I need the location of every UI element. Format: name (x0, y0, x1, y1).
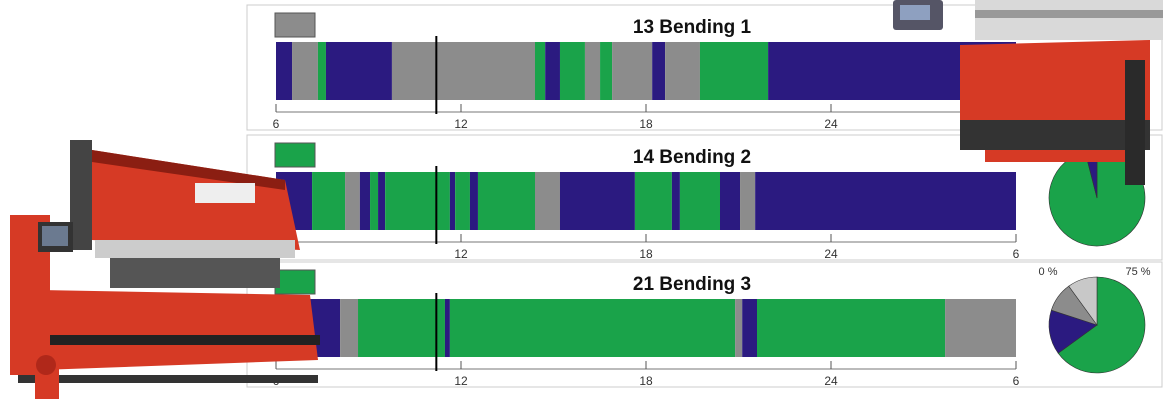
timeline-segment (945, 299, 1016, 357)
timeline-segment (742, 299, 757, 357)
timeline-segment (735, 299, 743, 357)
timeline-segment (345, 172, 360, 230)
tick-label: 12 (454, 117, 468, 131)
timeline-segment (740, 172, 756, 230)
timeline-segment (455, 172, 470, 230)
timeline-segment (679, 172, 720, 230)
timeline-segment (584, 42, 601, 100)
timeline-segment (720, 172, 741, 230)
timeline-segment (378, 172, 386, 230)
timeline-segment (665, 42, 700, 100)
timeline-segment (612, 42, 653, 100)
pie-label: 75 % (1125, 266, 1150, 278)
timeline-segment (391, 42, 535, 100)
tick-label: 18 (639, 247, 653, 261)
timeline-segment (545, 42, 560, 100)
timeline-segment (276, 42, 293, 100)
timeline-segment (477, 172, 535, 230)
pie-label: 0 % (1039, 266, 1058, 278)
tick-label: 6 (1013, 247, 1020, 261)
tick-label: 6 (1013, 374, 1020, 388)
tick-label: 24 (824, 247, 838, 261)
timeline-segment (444, 299, 450, 357)
tick-label: 12 (454, 374, 468, 388)
tick-label: 18 (639, 117, 653, 131)
timeline-segment (449, 299, 736, 357)
tick-label: 24 (824, 117, 838, 131)
timeline-segment (358, 299, 445, 357)
timeline-segment (634, 172, 672, 230)
timeline-segment (757, 299, 946, 357)
timeline-segment (340, 299, 359, 357)
pie-slice (1057, 276, 1146, 374)
panel-title: 13 Bending 1 (633, 17, 752, 38)
timeline-segment (755, 172, 1016, 230)
tick-label: 18 (639, 374, 653, 388)
timeline-segment (671, 172, 680, 230)
timeline-segment (559, 172, 635, 230)
tick-label: 6 (273, 117, 280, 131)
timeline-segment (600, 42, 613, 100)
press-brake-left (10, 140, 320, 399)
timeline-segment (699, 42, 769, 100)
timeline-segment (449, 172, 456, 230)
timeline-segment (652, 42, 666, 100)
timeline-segment (535, 42, 546, 100)
pie-slice (1068, 276, 1098, 326)
timeline-segment (370, 172, 379, 230)
legend-swatch (274, 142, 316, 168)
timeline-segment (359, 172, 371, 230)
legend-swatch (274, 12, 316, 38)
timeline-segment (292, 42, 318, 100)
tick-label: 12 (454, 247, 468, 261)
machine-photos (10, 0, 1163, 399)
tick-label: 24 (824, 374, 838, 388)
panels: 13 Bending 16121824614 Bending 261218246… (246, 4, 1163, 388)
timeline-segment (535, 172, 560, 230)
press-brake-right (893, 0, 1163, 185)
timeline-segment (325, 42, 392, 100)
legend-swatch (274, 269, 316, 295)
timeline-segment (559, 42, 585, 100)
panel-title: 21 Bending 3 (633, 274, 751, 295)
timeline-segment (317, 42, 326, 100)
timeline-segment (469, 172, 478, 230)
timeline-segment (312, 172, 346, 230)
panel: 21 Bending 3612182460 %75 % (246, 261, 1163, 388)
timeline-segment (385, 172, 450, 230)
panel-title: 14 Bending 2 (633, 147, 751, 168)
